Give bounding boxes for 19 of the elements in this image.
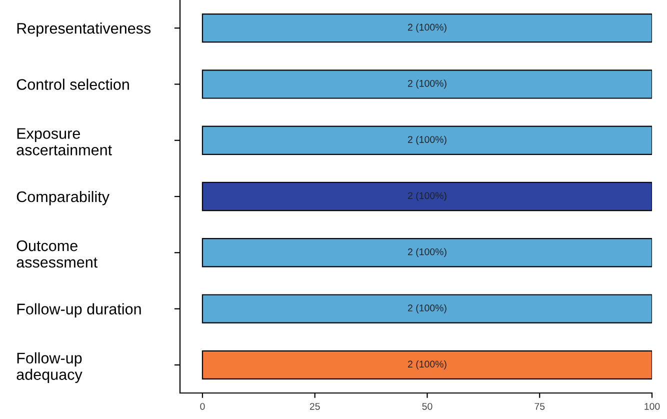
data-label: 2 (100%): [408, 80, 446, 89]
data-label: 2 (100%): [408, 304, 446, 314]
y-tick-label: Exposure ascertainment: [16, 128, 112, 156]
y-tick-label: Control selection: [16, 78, 129, 90]
x-tick-label: 75: [534, 403, 545, 410]
y-tick-label: Comparability: [16, 190, 110, 206]
data-label: 2 (100%): [408, 24, 446, 33]
data-label: 2 (100%): [408, 192, 446, 202]
y-tick-label: Follow-up duration: [17, 303, 141, 318]
x-tick-label: 0: [200, 402, 205, 410]
x-tick-label: 100: [644, 402, 660, 410]
data-label: 2 (100%): [408, 360, 446, 370]
y-tick-label: Representativeness: [17, 22, 151, 37]
data-label: 2 (100%): [408, 136, 446, 145]
y-tick-label: Follow-up adequacy: [16, 352, 82, 383]
x-tick-label: 50: [422, 402, 432, 410]
data-label: 2 (100%): [408, 248, 446, 258]
x-tick-label: 25: [310, 402, 320, 410]
y-tick-label: Outcome assessment: [16, 240, 98, 268]
